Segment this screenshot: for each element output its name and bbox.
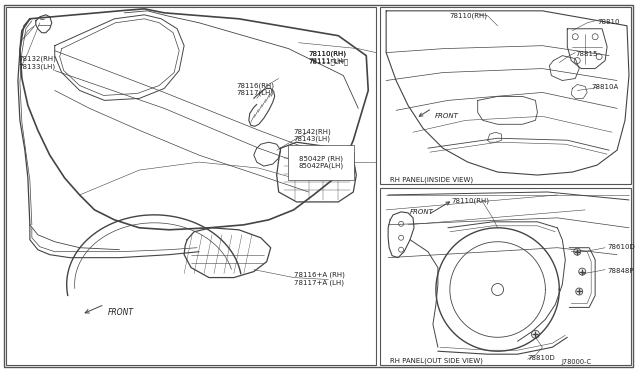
- Bar: [380, 188, 631, 365]
- Text: FRONT: FRONT: [410, 209, 434, 215]
- Bar: [380, 7, 631, 184]
- Text: FRONT: FRONT: [108, 308, 134, 317]
- Text: 78110(RH)
78111〈LH〉: 78110(RH) 78111〈LH〉: [308, 51, 349, 65]
- Text: 78142(RH)
78143(LH): 78142(RH) 78143(LH): [294, 128, 332, 142]
- Text: RH PANEL(INSIDE VIEW): RH PANEL(INSIDE VIEW): [390, 176, 473, 183]
- Bar: [296, 152, 355, 174]
- Text: 78810: 78810: [597, 19, 620, 25]
- Text: 78110(RH)
78111‹LH›: 78110(RH) 78111‹LH›: [308, 51, 346, 64]
- Text: RH PANEL(OUT SIDE VIEW): RH PANEL(OUT SIDE VIEW): [390, 357, 483, 364]
- Text: 85042P (RH)
85042PA(LH): 85042P (RH) 85042PA(LH): [299, 155, 344, 169]
- Text: 78810A: 78810A: [591, 84, 618, 90]
- Text: 78810D: 78810D: [527, 355, 556, 361]
- Text: 78848P: 78848P: [607, 267, 634, 274]
- Text: FRONT: FRONT: [435, 113, 459, 119]
- Text: J78000-C: J78000-C: [561, 359, 591, 365]
- Text: 78110(RH): 78110(RH): [452, 198, 490, 205]
- Bar: [6, 7, 376, 365]
- Text: 78132(RH)
78133(LH): 78132(RH) 78133(LH): [18, 56, 56, 70]
- Text: 78110(RH): 78110(RH): [450, 13, 488, 19]
- Text: 78116(RH)
78117(LH): 78116(RH) 78117(LH): [237, 83, 275, 96]
- Text: 78815: 78815: [575, 51, 598, 57]
- Text: 78116+A (RH)
78117+A (LH): 78116+A (RH) 78117+A (LH): [294, 272, 344, 286]
- Text: 78610D: 78610D: [607, 244, 635, 250]
